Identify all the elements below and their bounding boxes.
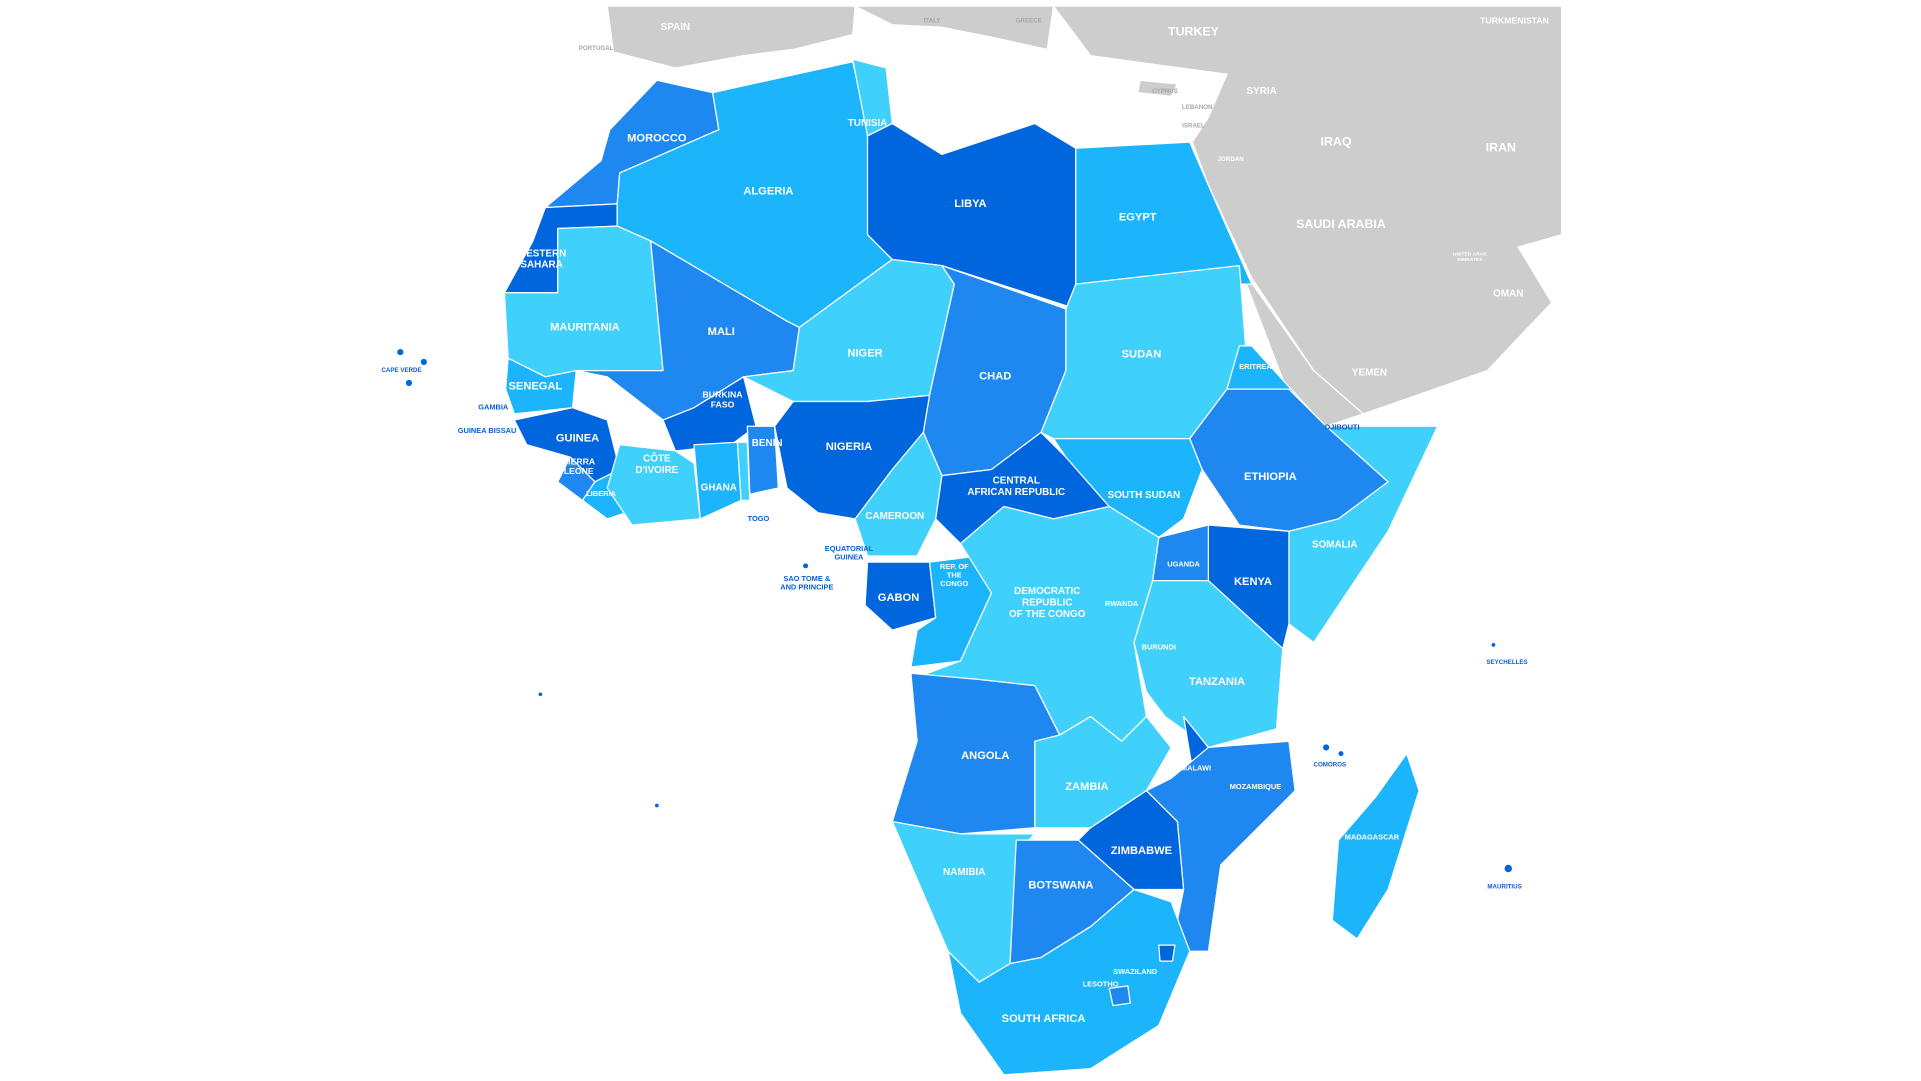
country-label: ERITREA (1239, 362, 1272, 371)
country-label: CAMEROON (865, 511, 924, 522)
country-label: GUINEA (835, 553, 865, 562)
country-label: BURKINA (703, 390, 744, 400)
country-label: AFRICAN REPUBLIC (967, 487, 1065, 498)
neighbor-label: PORTUGAL (579, 45, 614, 52)
neighbor-label: SYRIA (1247, 86, 1277, 97)
country-label: CHAD (979, 371, 1011, 383)
country-label: KENYA (1234, 576, 1272, 588)
country-label: ALGERIA (743, 185, 793, 197)
country-label: MOZAMBIQUE (1230, 782, 1282, 791)
country-label: CENTRAL (993, 476, 1040, 487)
country-label: LESOTHO (1083, 980, 1119, 989)
country-label: ZIMBABWE (1111, 845, 1172, 857)
country-label: NAMIBIA (943, 867, 985, 878)
country-label: BURUNDI (1142, 642, 1176, 651)
country-label: TOGO (748, 514, 770, 523)
country-label: MALAWI (1181, 763, 1211, 772)
islands (397, 349, 1513, 873)
country-label: AND PRINCIPE (780, 582, 833, 591)
neighbor-label: IRAN (1486, 141, 1516, 155)
neighbor-label: SPAIN (661, 22, 690, 33)
country-label: DJIBOUTI (1325, 422, 1360, 431)
country-label: MOROCCO (627, 132, 687, 144)
country-label: SAO TOME & (783, 574, 831, 583)
neighbor-label: TURKMENISTAN (1480, 15, 1549, 25)
country-label: CÔTE (643, 452, 671, 464)
country-label: SOUTH SUDAN (1108, 490, 1181, 501)
country-label: GAMBIA (478, 403, 509, 412)
country-label: EGYPT (1119, 211, 1157, 223)
country-label: GHANA (701, 483, 737, 494)
african-countries (503, 58, 1439, 1076)
country-label: DEMOCRATIC (1014, 586, 1080, 597)
labels: MOROCCOALGERIATUNISIALIBYAEGYPTWESTERNSA… (381, 15, 1548, 1025)
neighbor-label: LEBANON (1182, 104, 1213, 111)
country-label: GUINEA BISSAU (458, 426, 517, 435)
neighbor-label: OMAN (1493, 289, 1523, 300)
country-label: SOUTH AFRICA (1002, 1013, 1086, 1025)
country-label: TANZANIA (1189, 676, 1245, 688)
country-label: RWANDA (1105, 599, 1139, 608)
country-label: GABON (878, 592, 919, 604)
country-label: ANGOLA (961, 750, 1009, 762)
country-label: D'IVOIRE (635, 465, 678, 476)
neighbor-label: UNITED ARAB (1453, 251, 1487, 257)
country-label: SUDAN (1122, 349, 1162, 361)
country-label: WESTERN (517, 248, 566, 259)
country-label: LIBERIA (586, 489, 616, 498)
country-label: CAPE VERDE (381, 367, 421, 374)
country-label: SENEGAL (508, 381, 562, 393)
country-label: SIERRA (562, 456, 596, 466)
neighbor-land (606, 5, 1563, 427)
neighbor-label: SAUDI ARABIA (1296, 217, 1386, 231)
country-label: OF THE CONGO (1009, 609, 1086, 620)
country-label: MAURITANIA (550, 321, 620, 333)
neighbor-label: GREECE (1016, 18, 1042, 25)
country-label: CONGO (940, 579, 968, 588)
country-label: MAURITIUS (1487, 884, 1521, 891)
country-label: REP. OF (940, 562, 969, 571)
neighbor-label: IRAQ (1321, 134, 1352, 148)
country-label: MADAGASCAR (1345, 833, 1400, 842)
country-label: MALI (708, 326, 735, 338)
country-label: ZAMBIA (1065, 781, 1108, 793)
neighbor-label: JORDAN (1218, 156, 1245, 163)
neighbor-label: CYPRUS (1152, 88, 1178, 95)
country-label: GUINEA (556, 433, 599, 445)
country-label: THE (947, 571, 962, 580)
country-label: ETHIOPIA (1244, 471, 1297, 483)
country-label: FASO (711, 400, 735, 410)
country-label: SWAZILAND (1113, 967, 1158, 976)
country-label: SOMALIA (1312, 539, 1358, 550)
country-label: UGANDA (1167, 560, 1200, 569)
country-label: COMOROS (1314, 761, 1347, 768)
country-label: EQUATORIAL (825, 544, 874, 553)
neighbor-label: ITALY (924, 18, 942, 25)
country-label: LEONE (564, 466, 594, 476)
country-label: LIBYA (954, 198, 986, 210)
country-label: SAHARA (520, 260, 562, 271)
country-label: BENIN (752, 438, 783, 449)
country-label: REPUBLIC (1022, 598, 1073, 609)
country-label: NIGER (847, 347, 882, 359)
country-label: NIGERIA (826, 441, 872, 453)
neighbor-label: ISRAEL (1182, 123, 1205, 130)
neighbor-label: EMIRATES (1457, 257, 1483, 263)
country-label: TUNISIA (848, 118, 888, 129)
country-label: BOTSWANA (1028, 880, 1093, 892)
neighbor-label: YEMEN (1352, 368, 1387, 379)
neighbor-label: TURKEY (1168, 24, 1220, 38)
country-label: SEYCHELLES (1486, 659, 1527, 666)
